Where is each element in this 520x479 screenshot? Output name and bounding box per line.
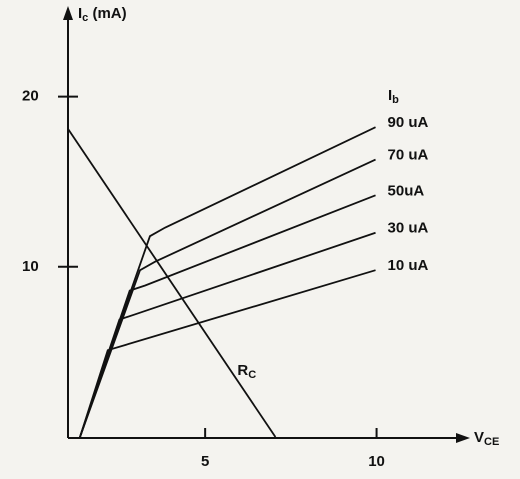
load-line-label-sub: C <box>248 369 256 381</box>
x-axis-label: VCE <box>474 429 499 448</box>
load-line-label: RC <box>237 362 256 381</box>
series-label: 70 uA <box>388 147 429 164</box>
y-tick-label: 10 <box>22 258 39 275</box>
x-tick-label: 10 <box>368 453 385 470</box>
load-line-label-main: R <box>237 362 248 379</box>
curve <box>67 128 277 438</box>
legend-title: Ib <box>388 87 399 106</box>
y-axis-arrow <box>63 6 73 20</box>
series-label: 10 uA <box>388 257 429 274</box>
series-label: 50uA <box>388 182 425 199</box>
series-label: 90 uA <box>388 114 429 131</box>
series-label: 30 uA <box>388 220 429 237</box>
x-axis-arrow <box>456 433 470 443</box>
y-axis-label: Ic (mA) <box>78 5 127 24</box>
y-tick-label: 20 <box>22 88 39 105</box>
x-tick-label: 5 <box>201 453 209 470</box>
curve <box>79 269 376 438</box>
curve <box>79 158 376 438</box>
